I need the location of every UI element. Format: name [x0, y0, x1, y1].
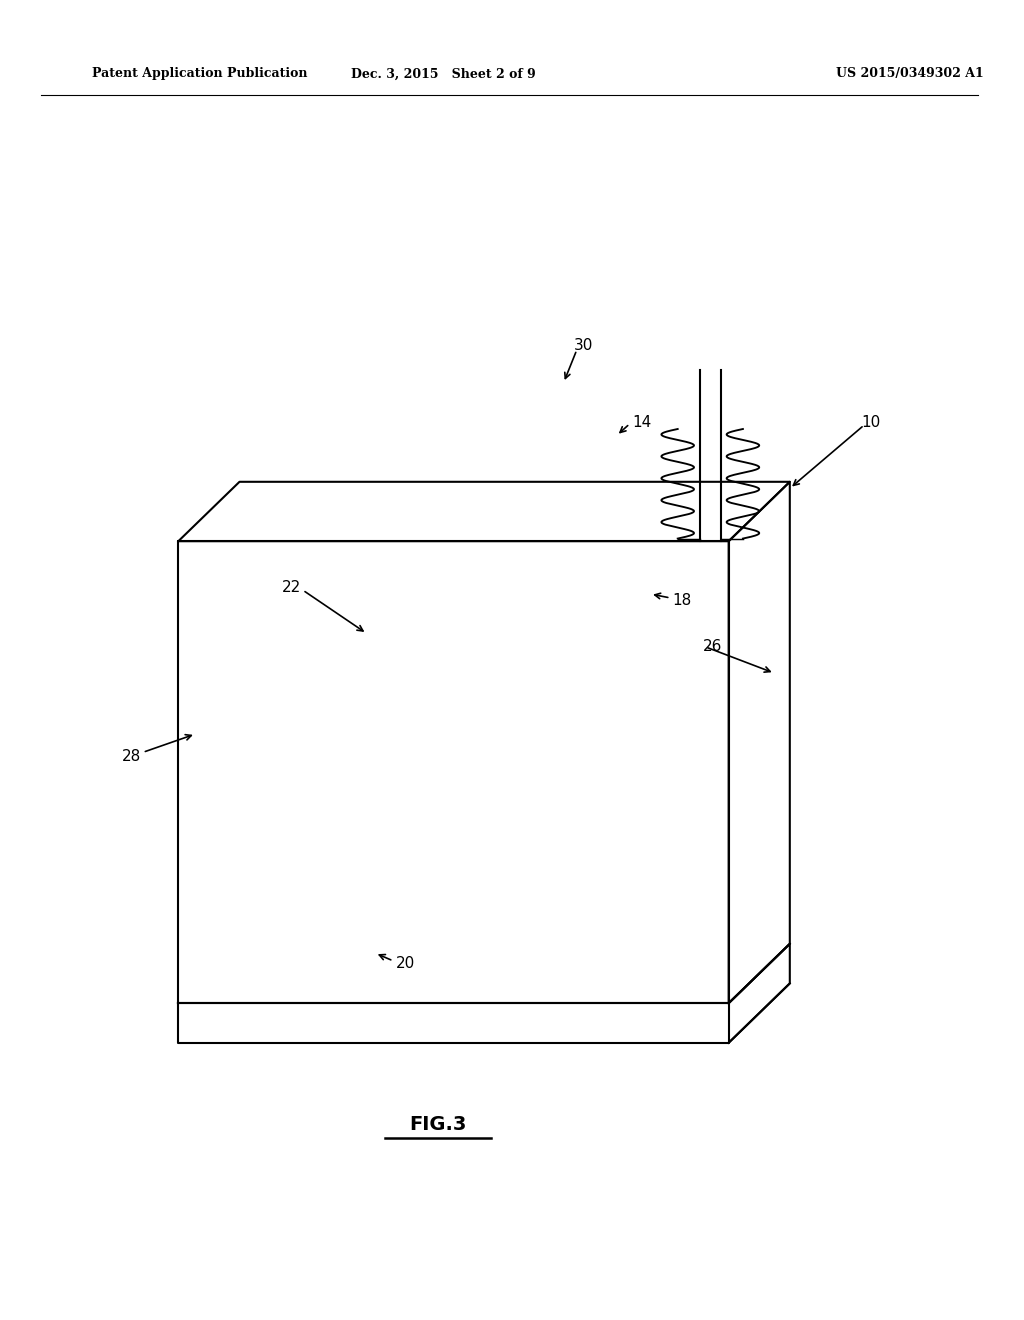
Text: 20: 20: [395, 956, 415, 972]
Text: 30: 30: [573, 338, 593, 354]
Text: 18: 18: [673, 593, 692, 609]
Text: 26: 26: [703, 639, 723, 655]
Text: Dec. 3, 2015   Sheet 2 of 9: Dec. 3, 2015 Sheet 2 of 9: [351, 67, 536, 81]
Text: US 2015/0349302 A1: US 2015/0349302 A1: [836, 67, 983, 81]
Text: 14: 14: [632, 414, 651, 430]
Text: 10: 10: [861, 414, 881, 430]
Text: 28: 28: [122, 748, 140, 764]
Text: 22: 22: [282, 579, 301, 595]
Text: Patent Application Publication: Patent Application Publication: [92, 67, 307, 81]
Text: FIG.3: FIG.3: [410, 1115, 467, 1134]
